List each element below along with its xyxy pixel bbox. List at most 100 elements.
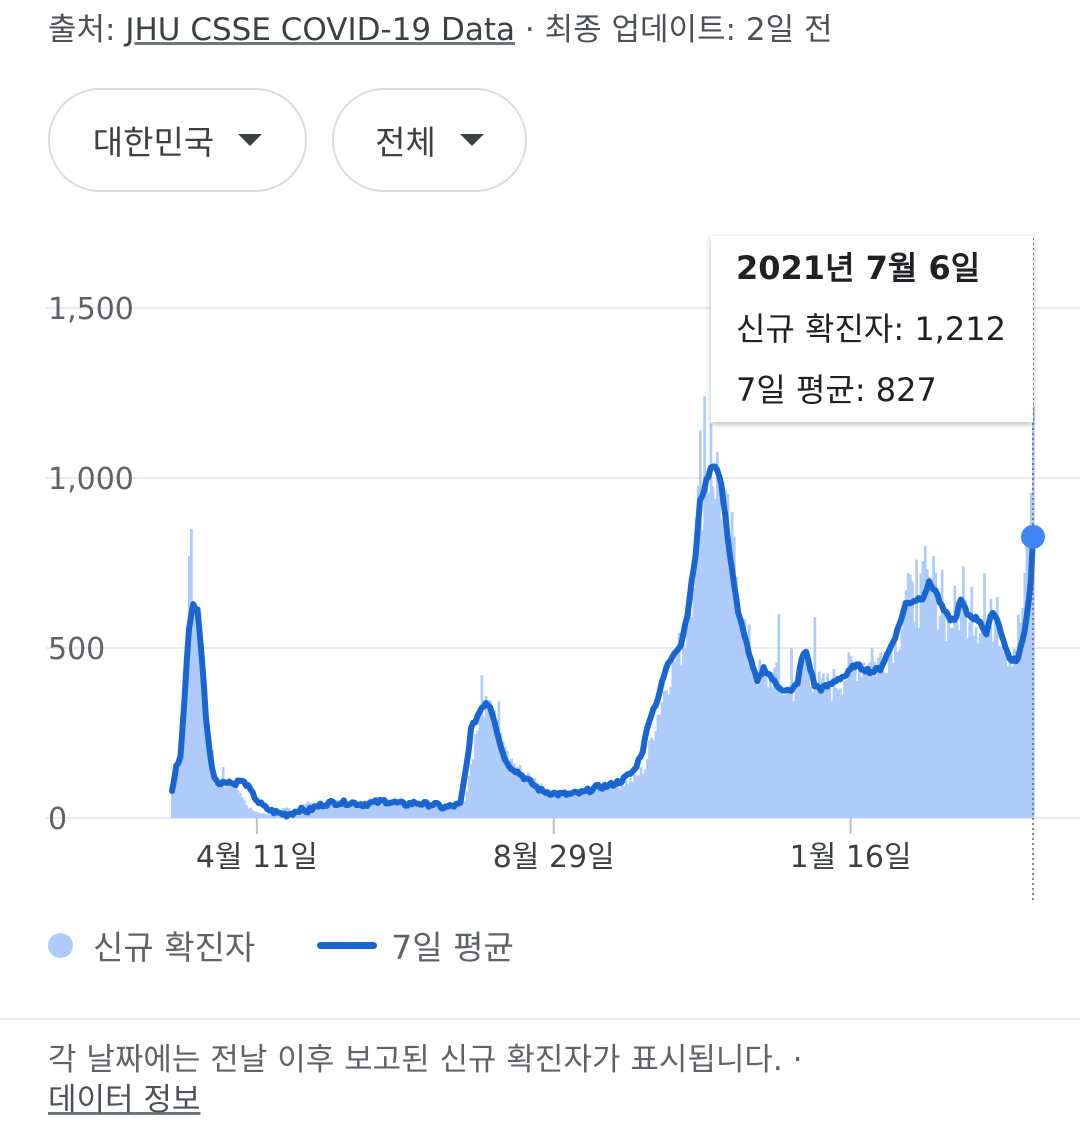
new-cases-bar xyxy=(788,686,791,818)
new-cases-bar xyxy=(904,590,908,818)
new-cases-bar xyxy=(501,741,505,818)
new-cases-bar xyxy=(760,676,764,818)
new-cases-bar xyxy=(879,652,882,818)
new-cases-bar xyxy=(821,673,825,818)
new-cases-bar xyxy=(961,566,965,818)
new-cases-bar xyxy=(391,802,395,818)
new-cases-bar xyxy=(368,798,371,818)
new-cases-bar xyxy=(679,664,683,818)
new-cases-bar xyxy=(599,789,603,818)
chart-tooltip: 2021년 7월 6일 신규 확진자: 1,212 7일 평균: 827 xyxy=(711,236,1033,422)
new-cases-bar xyxy=(858,663,861,818)
new-cases-bar xyxy=(463,801,467,818)
new-cases-bar xyxy=(359,802,363,818)
new-cases-bar xyxy=(419,806,422,818)
new-cases-bar xyxy=(219,783,223,818)
new-cases-bar xyxy=(412,804,416,818)
new-cases-bar xyxy=(357,803,361,818)
new-cases-bar xyxy=(853,662,857,818)
new-cases-bar xyxy=(682,644,685,818)
new-cases-bar xyxy=(998,645,1001,818)
new-cases-bar xyxy=(686,614,689,818)
new-cases-bar xyxy=(404,801,407,818)
new-cases-bar xyxy=(173,776,176,818)
data-info-link[interactable]: 데이터 정보 xyxy=(48,1082,201,1118)
new-cases-bar xyxy=(550,790,554,818)
new-cases-bar xyxy=(826,673,829,818)
new-cases-bar xyxy=(484,696,488,818)
new-cases-bar xyxy=(915,559,919,818)
new-cases-bar xyxy=(423,806,427,818)
new-cases-bar xyxy=(974,627,978,818)
new-cases-bar xyxy=(989,598,993,818)
new-cases-bar xyxy=(709,423,713,818)
source-link[interactable]: JHU CSSE COVID-19 Data xyxy=(125,12,516,48)
new-cases-bar xyxy=(408,802,412,818)
new-cases-bar xyxy=(251,810,255,818)
new-cases-bar xyxy=(777,614,781,818)
new-cases-bar xyxy=(660,702,664,818)
new-cases-bar xyxy=(698,430,702,818)
new-cases-bar xyxy=(414,802,418,818)
last-updated: · 최종 업데이트: 2일 전 xyxy=(515,12,833,48)
new-cases-bar xyxy=(179,744,183,818)
new-cases-bar xyxy=(552,790,556,818)
new-cases-bar xyxy=(482,717,486,818)
new-cases-bar xyxy=(389,800,393,818)
tooltip-average: 7일 평균: 827 xyxy=(736,371,937,409)
new-cases-bar xyxy=(728,547,732,818)
new-cases-bar xyxy=(595,783,598,818)
new-cases-bar xyxy=(849,656,853,818)
scope-dropdown[interactable]: 전체 xyxy=(332,88,527,192)
new-cases-bar xyxy=(578,791,581,818)
new-cases-bar xyxy=(336,800,340,818)
new-cases-bar xyxy=(406,801,410,818)
new-cases-bar xyxy=(798,668,802,818)
new-cases-bar xyxy=(612,789,615,818)
new-cases-bar xyxy=(675,653,679,818)
new-cases-bar xyxy=(667,694,670,818)
new-cases-bar xyxy=(264,813,267,818)
new-cases-bar xyxy=(690,617,694,818)
new-cases-bar xyxy=(947,611,950,818)
new-cases-bar xyxy=(238,793,242,818)
new-cases-bar xyxy=(758,659,762,818)
new-cases-bar xyxy=(781,694,785,818)
new-cases-bar xyxy=(616,784,619,818)
new-cases-bar xyxy=(1002,652,1005,818)
new-cases-bar xyxy=(1029,492,1033,818)
new-cases-bar xyxy=(824,689,827,818)
new-cases-bar xyxy=(236,790,240,818)
new-cases-bar xyxy=(1025,546,1029,818)
new-cases-bar xyxy=(427,803,431,818)
new-cases-bar xyxy=(898,649,902,818)
new-cases-bar xyxy=(338,800,342,818)
new-cases-bar xyxy=(410,801,414,818)
new-cases-bar xyxy=(785,686,789,818)
new-cases-bar xyxy=(213,784,217,818)
new-cases-bar xyxy=(868,662,872,818)
new-cases-bar xyxy=(739,617,742,818)
country-dropdown-label: 대한민국 xyxy=(92,123,215,162)
new-cases-bar xyxy=(374,799,378,818)
new-cases-bar xyxy=(204,716,208,818)
new-cases-bar xyxy=(575,791,579,818)
new-cases-bar xyxy=(633,774,636,818)
new-cases-bar xyxy=(353,803,357,818)
new-cases-bar xyxy=(215,786,219,818)
new-cases-bar xyxy=(1021,607,1025,818)
new-cases-bar xyxy=(1019,623,1022,818)
new-cases-bar xyxy=(478,712,482,818)
new-cases-bar xyxy=(192,608,195,818)
new-cases-bar xyxy=(701,530,704,818)
new-cases-bar xyxy=(363,800,367,818)
country-dropdown[interactable]: 대한민국 xyxy=(48,88,307,192)
new-cases-bar xyxy=(938,616,942,818)
new-cases-bar xyxy=(503,746,507,818)
new-cases-bar xyxy=(883,672,887,818)
chart-legend: 신규 확진자 7일 평균 xyxy=(48,920,514,970)
new-cases-bar xyxy=(402,803,405,818)
new-cases-bar xyxy=(752,666,755,818)
